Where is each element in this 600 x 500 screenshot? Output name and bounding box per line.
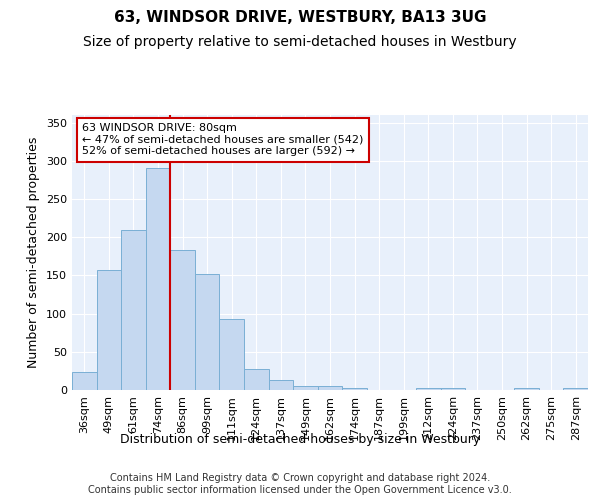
- Bar: [72, 372, 97, 390]
- Bar: [121, 230, 146, 390]
- Bar: [342, 388, 367, 390]
- Bar: [514, 388, 539, 390]
- Bar: [220, 319, 244, 390]
- Text: 63, WINDSOR DRIVE, WESTBURY, BA13 3UG: 63, WINDSOR DRIVE, WESTBURY, BA13 3UG: [114, 10, 486, 25]
- Bar: [318, 386, 342, 390]
- Bar: [195, 274, 220, 390]
- Bar: [269, 380, 293, 390]
- Bar: [440, 388, 465, 390]
- Y-axis label: Number of semi-detached properties: Number of semi-detached properties: [28, 137, 40, 368]
- Bar: [170, 250, 195, 390]
- Bar: [416, 388, 440, 390]
- Bar: [146, 168, 170, 390]
- Text: 63 WINDSOR DRIVE: 80sqm
← 47% of semi-detached houses are smaller (542)
52% of s: 63 WINDSOR DRIVE: 80sqm ← 47% of semi-de…: [82, 123, 364, 156]
- Text: Contains HM Land Registry data © Crown copyright and database right 2024.
Contai: Contains HM Land Registry data © Crown c…: [88, 474, 512, 495]
- Text: Size of property relative to semi-detached houses in Westbury: Size of property relative to semi-detach…: [83, 35, 517, 49]
- Text: Distribution of semi-detached houses by size in Westbury: Distribution of semi-detached houses by …: [120, 432, 480, 446]
- Bar: [244, 370, 269, 390]
- Bar: [563, 388, 588, 390]
- Bar: [293, 386, 318, 390]
- Bar: [97, 270, 121, 390]
